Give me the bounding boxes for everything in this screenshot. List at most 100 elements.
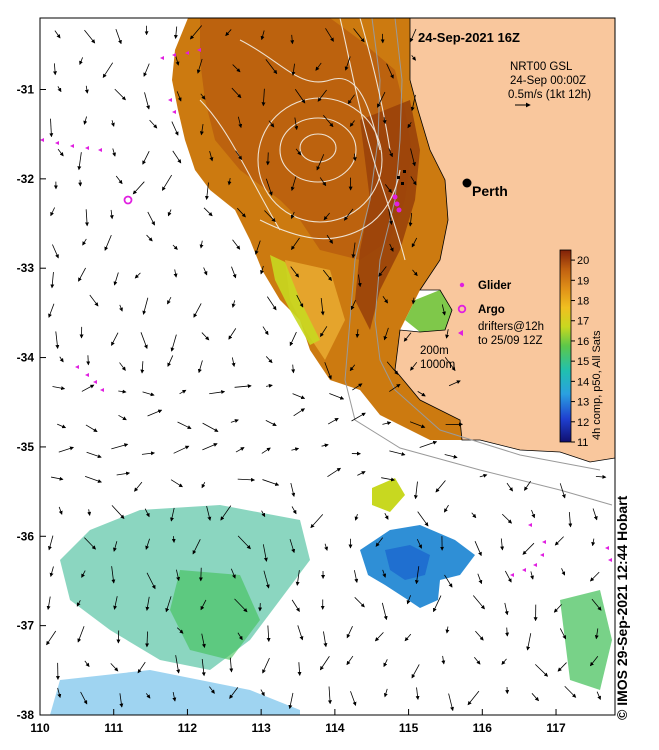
current-vector xyxy=(57,148,64,157)
legend-glider: Glider xyxy=(478,280,512,292)
current-vector xyxy=(291,237,300,251)
current-vector xyxy=(407,122,412,129)
current-vector xyxy=(531,693,539,702)
current-vector xyxy=(504,602,509,616)
current-vector xyxy=(297,662,302,676)
current-vector xyxy=(501,513,512,524)
current-vector xyxy=(142,391,155,397)
current-vector xyxy=(110,120,115,127)
current-vector xyxy=(234,384,252,389)
current-vector xyxy=(265,59,278,75)
current-vector xyxy=(416,538,422,549)
current-vector xyxy=(113,596,118,610)
colorbar xyxy=(559,249,572,443)
current-vector xyxy=(179,389,187,395)
current-vector xyxy=(351,412,366,422)
current-vector xyxy=(231,357,236,368)
current-vector xyxy=(403,332,412,342)
current-vector xyxy=(115,175,123,185)
y-tick-label: -38 xyxy=(17,708,35,722)
current-vector xyxy=(176,91,182,102)
current-vector xyxy=(119,304,123,312)
current-vector xyxy=(262,479,280,486)
current-vector xyxy=(325,28,334,42)
current-vector xyxy=(477,573,483,585)
current-vector xyxy=(522,542,535,555)
current-vector xyxy=(290,34,295,45)
current-vector xyxy=(291,364,296,374)
x-tick-label: 115 xyxy=(399,721,419,735)
current-vector xyxy=(410,361,418,371)
current-vector xyxy=(110,663,119,672)
current-vector xyxy=(171,121,179,136)
sst-yellow-edge xyxy=(270,255,320,345)
current-vector xyxy=(112,148,116,157)
current-vector xyxy=(197,360,203,374)
current-vector xyxy=(81,570,86,578)
current-vector xyxy=(111,332,119,346)
current-vector xyxy=(172,691,177,702)
sst-hot-core xyxy=(200,18,412,260)
current-vector xyxy=(344,56,351,71)
current-vector xyxy=(386,63,394,79)
current-vector xyxy=(505,627,510,637)
current-vector xyxy=(140,332,148,350)
current-vector xyxy=(404,633,412,642)
sst-light-band xyxy=(285,260,345,360)
current-vector xyxy=(354,597,365,608)
current-vector xyxy=(50,271,55,289)
current-vector xyxy=(354,570,359,583)
current-vector xyxy=(177,421,192,429)
drifter-legend-icon xyxy=(458,330,463,336)
current-vector xyxy=(479,473,488,478)
glider-legend-icon xyxy=(459,282,465,288)
current-vector xyxy=(415,687,420,701)
current-vector xyxy=(317,89,327,102)
current-vector xyxy=(111,505,125,519)
current-vector xyxy=(350,299,356,311)
current-vector xyxy=(200,93,206,100)
current-vector xyxy=(375,537,384,547)
legend-argo: Argo xyxy=(478,304,505,316)
current-vector xyxy=(412,269,418,277)
current-vector xyxy=(444,574,453,588)
current-vector xyxy=(384,512,389,520)
legend-depth-200: 200m xyxy=(420,345,449,357)
current-vector xyxy=(293,408,306,417)
current-vector xyxy=(85,475,102,483)
current-vector xyxy=(410,176,417,186)
colorbar-label: 4h comp, p50, All Sats xyxy=(591,330,603,440)
current-vector xyxy=(140,361,145,374)
current-vector xyxy=(229,687,239,699)
current-vector xyxy=(327,417,339,425)
current-vector xyxy=(444,454,458,459)
colorbar-tick-label: 11 xyxy=(577,437,588,449)
current-vector xyxy=(388,148,393,158)
current-vector xyxy=(294,117,299,131)
current-vector xyxy=(118,389,127,394)
current-vector xyxy=(389,450,406,456)
current-vector xyxy=(143,63,150,77)
current-vector xyxy=(81,384,95,392)
argo-float-marker xyxy=(123,195,133,205)
current-vector xyxy=(382,117,387,125)
current-vector xyxy=(444,356,456,372)
current-vector xyxy=(388,209,393,226)
current-vector xyxy=(381,602,388,621)
current-vector xyxy=(116,471,131,476)
current-vector xyxy=(410,148,416,167)
current-vector xyxy=(417,511,429,527)
current-vector xyxy=(349,364,356,372)
glider-markers xyxy=(392,194,402,213)
drifter-tracks xyxy=(40,48,612,577)
current-vector xyxy=(288,692,294,710)
current-vector xyxy=(59,356,64,363)
legend: Glider Argo drifters@12h to 25/09 12Z 20… xyxy=(420,280,544,371)
current-vector xyxy=(262,544,268,562)
current-vector xyxy=(297,625,304,641)
y-tick-label: -36 xyxy=(17,529,35,543)
current-vector xyxy=(291,447,300,452)
current-vector xyxy=(263,570,270,589)
map-title: 24-Sep-2021 16Z xyxy=(418,30,520,45)
current-vector xyxy=(319,656,330,671)
